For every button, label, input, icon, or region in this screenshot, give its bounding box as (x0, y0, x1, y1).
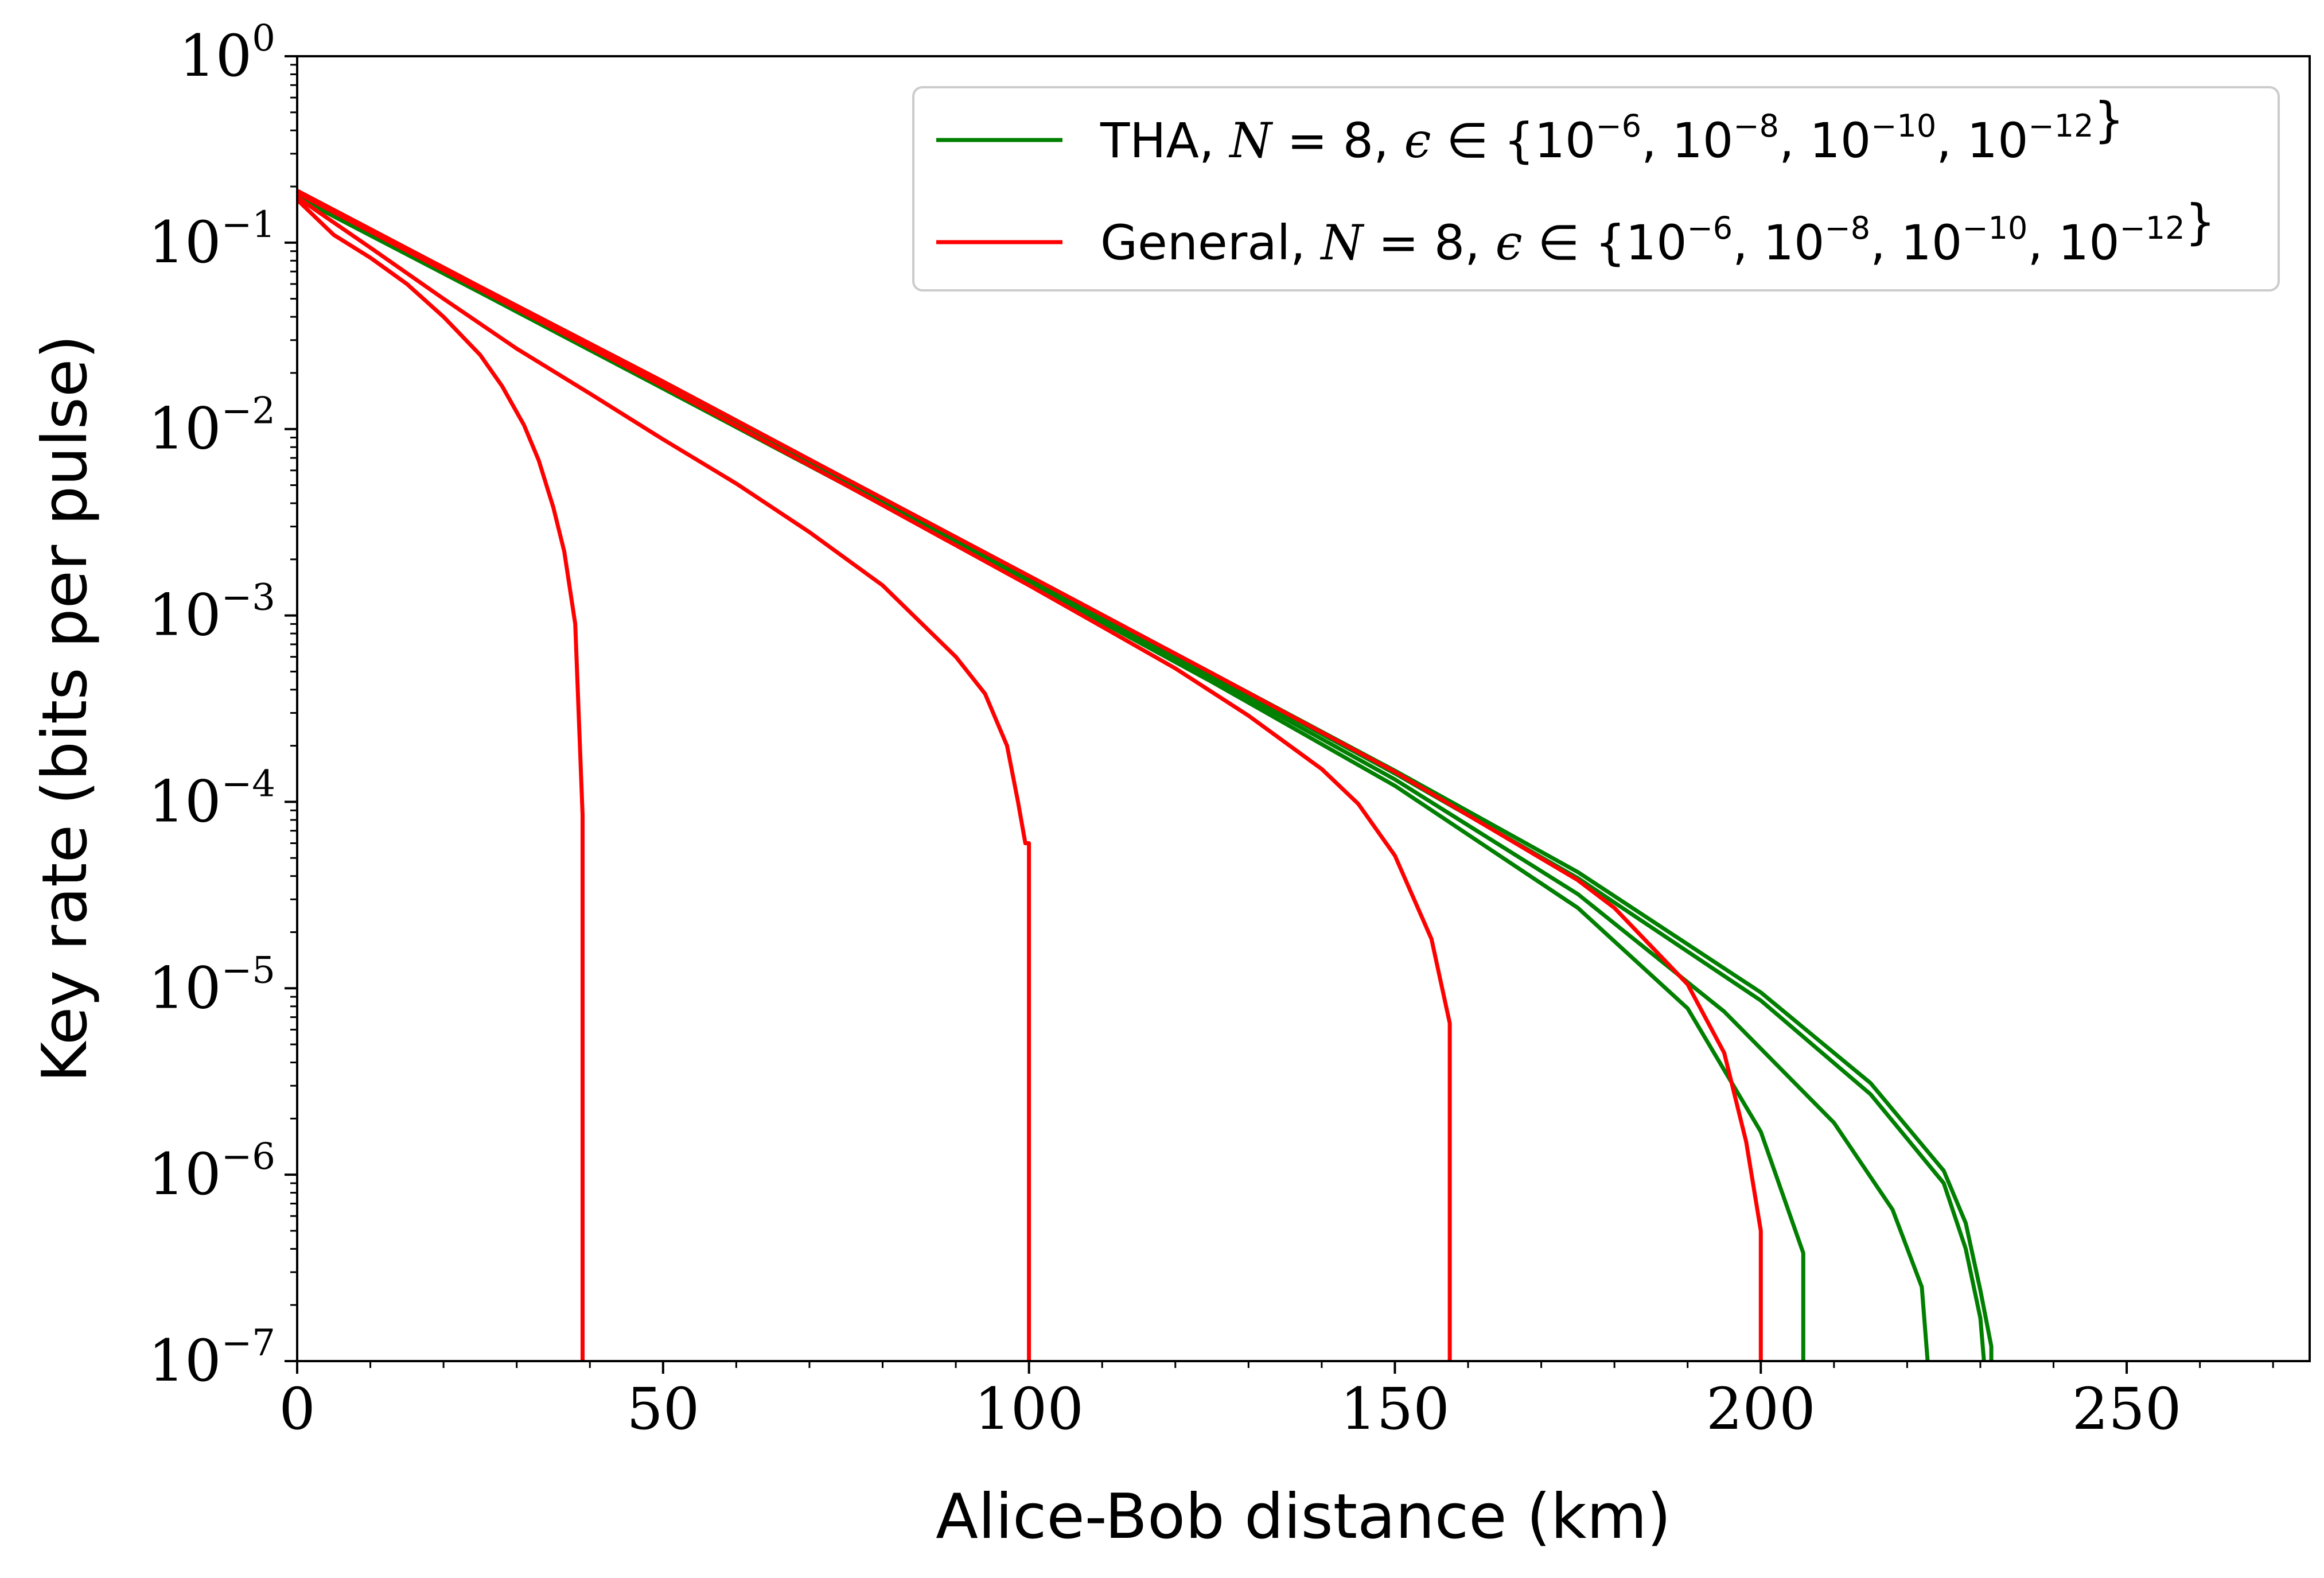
series-line-tha-2 (297, 192, 1930, 1361)
legend-label-tha: THA, N = 8, ϵ ∈ {10−6, 10−8, 10−10, 10−1… (1100, 92, 2124, 169)
plot-area-frame (296, 55, 2311, 1362)
axis-ticks: 0 50 100 150 200 250 100 10−1 10−2 10−3 10−4 10−5 10… (148, 17, 2274, 1443)
series-line-general-5 (297, 191, 1452, 1361)
series-line-general-6 (297, 195, 1031, 1361)
y-tick-label: 10−2 (148, 390, 275, 462)
series-line-tha-0 (297, 188, 1994, 1361)
x-tick-label: 100 (974, 1375, 1084, 1443)
y-tick-label: 10−1 (148, 204, 275, 276)
x-tick-label: 50 (626, 1375, 699, 1443)
series-layer (297, 188, 1994, 1361)
legend-label-general: General, N = 8, ϵ ∈ {10−6, 10−8, 10−10, … (1100, 194, 2216, 271)
x-tick-label: 0 (279, 1375, 316, 1443)
series-line-general-4 (297, 188, 1763, 1361)
x-tick-label: 250 (2072, 1375, 2182, 1443)
y-tick-label: 100 (179, 17, 275, 90)
y-tick-label: 10−6 (148, 1136, 275, 1208)
x-axis-label: Alice-Bob distance (km) (936, 1481, 1671, 1553)
y-tick-label: 10−3 (148, 577, 275, 649)
x-tick-label: 150 (1340, 1375, 1450, 1443)
y-tick-label: 10−4 (148, 763, 275, 835)
x-tick-label: 200 (1706, 1375, 1816, 1443)
legend: THA, N = 8, ϵ ∈ {10−6, 10−8, 10−10, 10−1… (912, 86, 2280, 291)
y-tick-label: 10−5 (148, 949, 275, 1021)
series-line-tha-3 (297, 195, 1805, 1361)
y-axis-label: Key rate (bits per pulse) (29, 335, 101, 1082)
series-line-general-7 (297, 197, 585, 1361)
y-tick-label: 10−7 (148, 1322, 275, 1394)
legend-box (912, 86, 2280, 291)
